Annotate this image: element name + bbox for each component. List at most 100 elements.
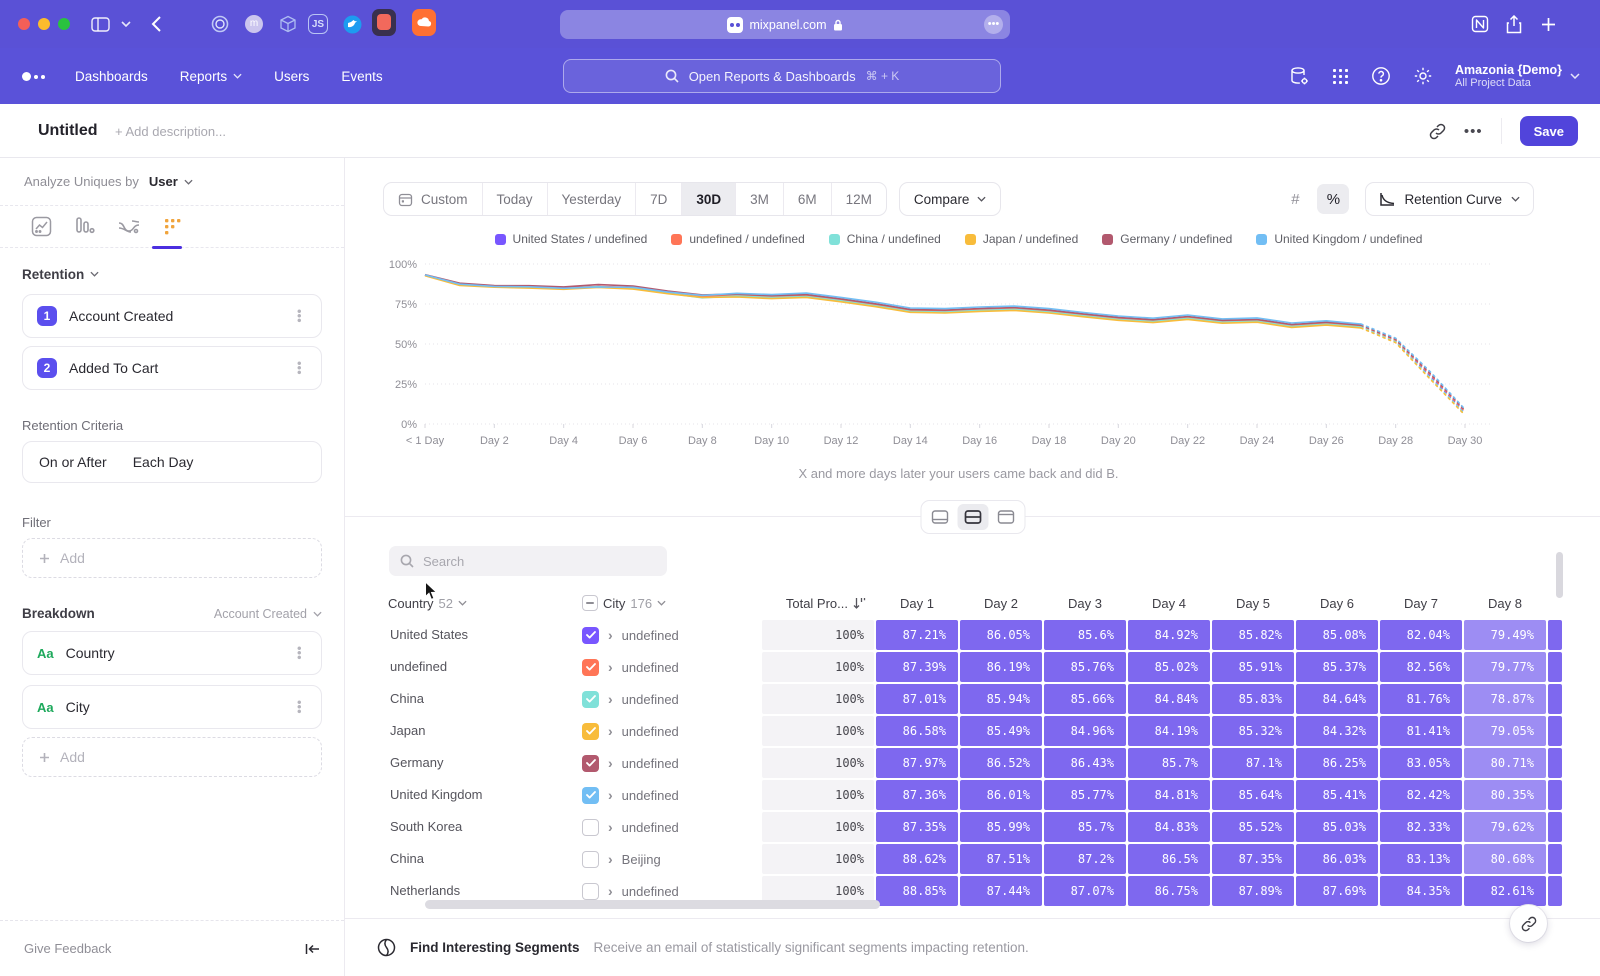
data-management-icon[interactable]	[1289, 66, 1310, 87]
retention-cell[interactable]: 81.41%	[1380, 716, 1462, 746]
retention-cell[interactable]: 84.92%	[1128, 620, 1210, 650]
extension-avatar-icon[interactable]: m	[242, 12, 266, 36]
day-column-header[interactable]: Day 6	[1320, 595, 1354, 611]
expand-row-icon[interactable]: ›	[608, 659, 613, 675]
retention-cell[interactable]: 84.32%	[1296, 716, 1378, 746]
total-column-header[interactable]: Total Pro...	[762, 596, 874, 611]
analyze-value-dropdown[interactable]: User	[148, 174, 178, 189]
retention-cell[interactable]: 85.83%	[1212, 684, 1294, 714]
minimize-window-button[interactable]	[38, 18, 50, 30]
legend-item[interactable]: United Kingdom / undefined	[1256, 232, 1422, 246]
nav-link-reports[interactable]: Reports	[180, 69, 242, 84]
retention-line-chart[interactable]: 0% 25% 50% 75% 100% < 1 Day Day 2 Day 4 Day 6 Day…	[383, 252, 1533, 460]
retention-cell[interactable]: 86.52%	[960, 748, 1042, 778]
series-checkbox[interactable]	[582, 658, 599, 676]
series-checkbox[interactable]	[582, 754, 599, 772]
legend-item[interactable]: Germany / undefined	[1102, 232, 1232, 246]
window-controls[interactable]	[18, 18, 70, 30]
series-checkbox[interactable]	[582, 626, 599, 644]
retention-cell[interactable]: 80.35%	[1464, 780, 1546, 810]
retention-section-label[interactable]: Retention	[22, 266, 85, 282]
expand-row-icon[interactable]: ›	[608, 755, 613, 771]
retention-cell[interactable]: 87.07%	[1044, 876, 1126, 906]
day-column-header[interactable]: Day 1	[900, 595, 934, 611]
settings-gear-icon[interactable]	[1413, 66, 1433, 86]
nav-link-dashboards[interactable]: Dashboards	[75, 68, 148, 84]
range-today[interactable]: Today	[481, 183, 547, 215]
retention-cell[interactable]: 82.42%	[1380, 780, 1462, 810]
close-window-button[interactable]	[18, 18, 30, 30]
retention-cell[interactable]: 87.44%	[960, 876, 1042, 906]
expand-row-icon[interactable]: ›	[608, 819, 613, 835]
chevron-down-icon[interactable]	[114, 12, 138, 36]
day-column-header[interactable]: Day 2	[984, 595, 1018, 611]
step-options-icon[interactable]: •••	[292, 309, 307, 323]
retention-cell[interactable]: 78.87%	[1464, 684, 1546, 714]
retention-cell[interactable]: 79.49%	[1464, 620, 1546, 650]
retention-cell[interactable]: 82.04%	[1380, 620, 1462, 650]
extension-cloud-icon[interactable]	[412, 8, 436, 36]
extension-ring-icon[interactable]	[208, 12, 232, 36]
chart-type-dropdown[interactable]: Retention Curve	[1365, 182, 1534, 216]
apps-grid-icon[interactable]	[1332, 68, 1349, 85]
retention-cell[interactable]: 88.62%	[876, 844, 958, 874]
page-actions-icon[interactable]: •••	[984, 15, 1003, 34]
collapse-sidebar-icon[interactable]	[305, 943, 320, 955]
step-options-icon[interactable]: •••	[292, 361, 307, 375]
legend-item[interactable]: undefined / undefined	[671, 232, 805, 246]
tab-flows[interactable]	[114, 212, 144, 242]
retention-cell[interactable]: 85.03%	[1296, 812, 1378, 842]
extension-js-icon[interactable]: JS	[308, 14, 328, 34]
more-actions-icon[interactable]: •••	[1463, 122, 1483, 140]
extension-record-icon[interactable]	[372, 8, 396, 36]
day-column-header[interactable]: Day 4	[1152, 595, 1186, 611]
retention-cell[interactable]: 85.6%	[1044, 620, 1126, 650]
retention-cell[interactable]: 87.36%	[876, 780, 958, 810]
retention-cell[interactable]: 87.97%	[876, 748, 958, 778]
breakdown-scope-dropdown[interactable]: Account Created	[214, 607, 322, 621]
range-6m[interactable]: 6M	[782, 183, 831, 215]
retention-cell[interactable]: 85.99%	[960, 812, 1042, 842]
project-switcher[interactable]: Amazonia {Demo} All Project Data	[1455, 63, 1580, 89]
series-checkbox[interactable]	[582, 818, 599, 836]
tab-insights[interactable]	[26, 212, 56, 242]
retention-cell[interactable]: 82.61%	[1464, 876, 1546, 906]
format-percent-toggle[interactable]: %	[1317, 184, 1350, 214]
retention-cell[interactable]: 84.19%	[1128, 716, 1210, 746]
give-feedback-link[interactable]: Give Feedback	[24, 941, 112, 956]
retention-cell[interactable]: 85.66%	[1044, 684, 1126, 714]
series-checkbox[interactable]	[582, 850, 599, 868]
range-3m[interactable]: 3M	[735, 183, 783, 215]
retention-cell[interactable]: 86.43%	[1044, 748, 1126, 778]
day-column-header[interactable]: Day 7	[1404, 595, 1438, 611]
mixpanel-logo[interactable]	[22, 72, 45, 81]
expand-row-icon[interactable]: ›	[608, 627, 613, 643]
page-title[interactable]: Untitled	[38, 122, 98, 139]
country-column-header[interactable]: Country 52	[388, 596, 580, 611]
retention-cell[interactable]: 85.82%	[1212, 620, 1294, 650]
add-breakdown-button[interactable]: Add	[22, 737, 322, 777]
address-bar[interactable]: mixpanel.com •••	[560, 10, 1010, 39]
city-column-header[interactable]: City 176	[582, 595, 760, 611]
retention-criteria-card[interactable]: On or After Each Day	[22, 441, 322, 483]
retention-cell[interactable]: 83.05%	[1380, 748, 1462, 778]
retention-cell[interactable]: 84.64%	[1296, 684, 1378, 714]
retention-cell[interactable]: 85.94%	[960, 684, 1042, 714]
layout-split-button[interactable]	[957, 504, 988, 530]
legend-item[interactable]: United States / undefined	[494, 232, 647, 246]
breakdown-card-country[interactable]: Aa Country •••	[22, 631, 322, 675]
retention-cell[interactable]: 87.35%	[876, 812, 958, 842]
back-icon[interactable]	[144, 12, 168, 36]
range-12m[interactable]: 12M	[830, 183, 886, 215]
layout-chart-only-button[interactable]	[924, 504, 955, 530]
retention-cell[interactable]: 82.56%	[1380, 652, 1462, 682]
criteria-each-day[interactable]: Each Day	[132, 454, 194, 470]
retention-cell[interactable]: 88.85%	[876, 876, 958, 906]
legend-item[interactable]: China / undefined	[828, 232, 941, 246]
retention-cell[interactable]: 84.81%	[1128, 780, 1210, 810]
range-custom[interactable]: Custom	[384, 183, 482, 215]
retention-cell[interactable]: 87.2%	[1044, 844, 1126, 874]
criteria-on-or-after[interactable]: On or After	[39, 454, 107, 470]
retention-cell[interactable]: 85.08%	[1296, 620, 1378, 650]
retention-cell[interactable]: 87.89%	[1212, 876, 1294, 906]
